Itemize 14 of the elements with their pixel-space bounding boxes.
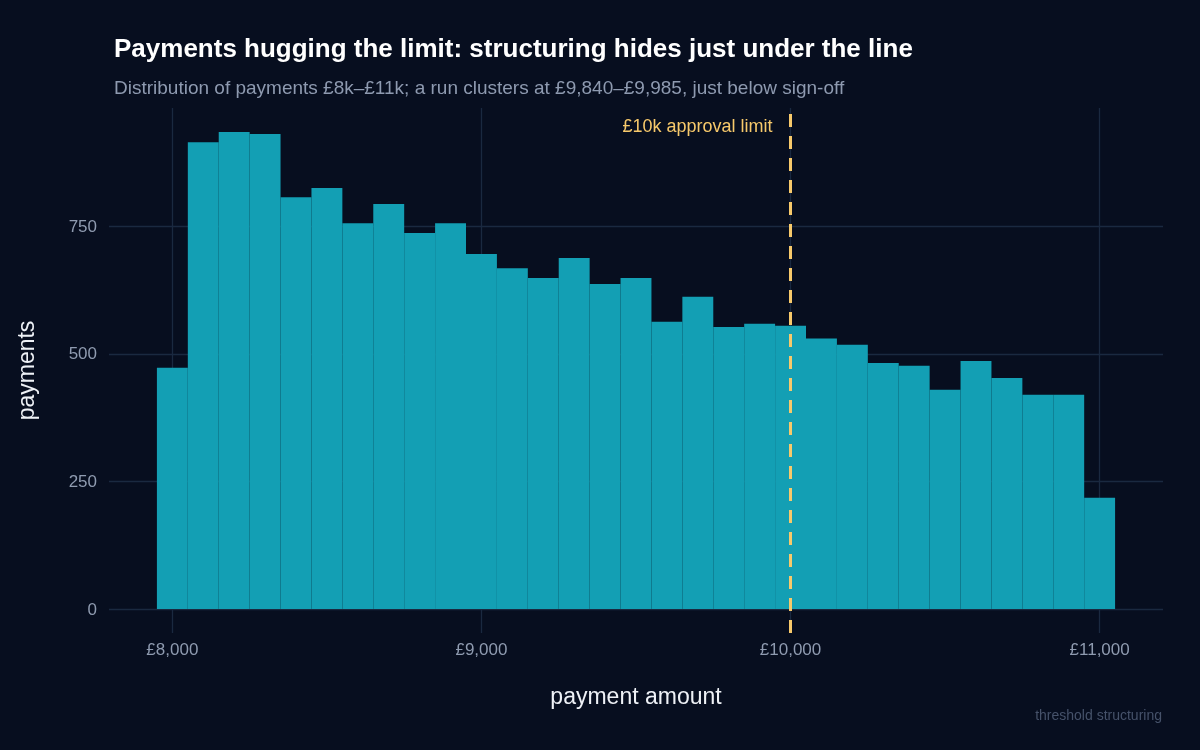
y-tick-label: 750: [68, 216, 97, 236]
y-tick-label: 500: [68, 344, 97, 364]
x-tick-label: £8,000: [146, 640, 199, 659]
x-tick-label: £11,000: [1069, 640, 1130, 659]
x-tick-label: £10,000: [759, 640, 822, 659]
x-tick-label: £9,000: [455, 640, 508, 659]
ref-line-label: £10k approval limit: [622, 116, 773, 136]
chart-title: Payments hugging the limit: structuring hides just under the line: [114, 33, 913, 63]
text: threshold structuring: [1035, 707, 1162, 723]
y-axis-title: payments: [12, 320, 39, 421]
y-tick-label: 0: [87, 599, 97, 619]
y-tick-label: 250: [68, 471, 97, 491]
x-axis-title: payment amount: [550, 682, 723, 709]
chart-subtitle: Distribution of payments £8k–£11k; a run clusters at £9,840–£9,985, just below sign-off: [114, 77, 845, 98]
